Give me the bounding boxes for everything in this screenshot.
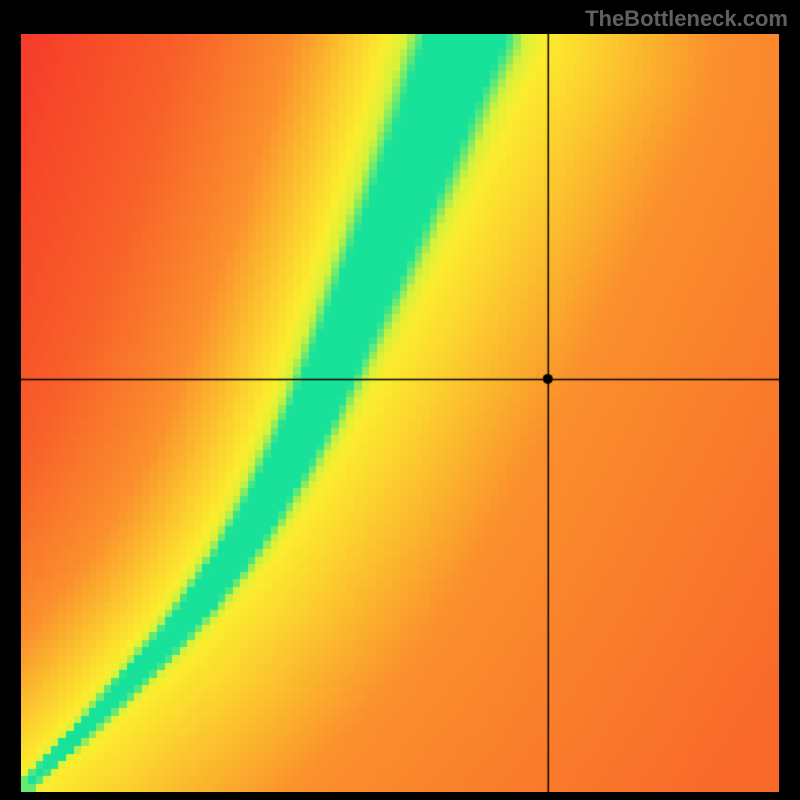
watermark-text: TheBottleneck.com bbox=[585, 6, 788, 32]
heatmap-canvas bbox=[21, 34, 779, 792]
heatmap-plot bbox=[21, 34, 779, 792]
